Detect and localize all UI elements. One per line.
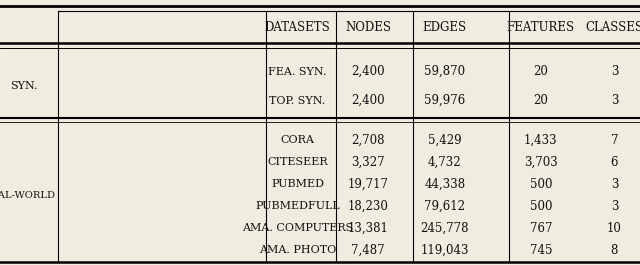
Text: 2,400: 2,400 — [351, 65, 385, 78]
Text: CORA: CORA — [281, 135, 314, 145]
Text: DATASETS: DATASETS — [265, 21, 330, 34]
Text: 500: 500 — [529, 178, 552, 191]
Text: 59,976: 59,976 — [424, 94, 465, 107]
Text: 13,381: 13,381 — [348, 222, 388, 235]
Text: 6: 6 — [611, 156, 618, 169]
Text: AMA. COMPUTERS: AMA. COMPUTERS — [242, 223, 353, 233]
Text: AMA. PHOTO: AMA. PHOTO — [259, 245, 336, 255]
Text: 1,433: 1,433 — [524, 134, 557, 147]
Text: 3: 3 — [611, 94, 618, 107]
Text: FEA. SYN.: FEA. SYN. — [268, 67, 327, 77]
Text: FEATURES: FEATURES — [507, 21, 575, 34]
Text: TOP. SYN.: TOP. SYN. — [269, 96, 326, 106]
Text: 3: 3 — [611, 65, 618, 78]
Text: 18,230: 18,230 — [348, 200, 388, 213]
Text: CITESEER: CITESEER — [268, 157, 328, 167]
Text: 44,338: 44,338 — [424, 178, 465, 191]
Text: 3: 3 — [611, 200, 618, 213]
Text: 4,732: 4,732 — [428, 156, 461, 169]
Text: 79,612: 79,612 — [424, 200, 465, 213]
Text: 3: 3 — [611, 178, 618, 191]
Text: 3,703: 3,703 — [524, 156, 557, 169]
Text: 7: 7 — [611, 134, 618, 147]
Text: 8: 8 — [611, 244, 618, 257]
Text: 5,429: 5,429 — [428, 134, 461, 147]
Text: 3,327: 3,327 — [351, 156, 385, 169]
Text: 20: 20 — [533, 65, 548, 78]
Text: 767: 767 — [529, 222, 552, 235]
Text: SYN.: SYN. — [11, 81, 38, 91]
Text: PUBMEDFULL: PUBMEDFULL — [255, 201, 340, 211]
Text: 7,487: 7,487 — [351, 244, 385, 257]
Text: 2,708: 2,708 — [351, 134, 385, 147]
Text: 20: 20 — [533, 94, 548, 107]
Text: 119,043: 119,043 — [420, 244, 469, 257]
Text: 19,717: 19,717 — [348, 178, 388, 191]
Text: CLASSES: CLASSES — [586, 21, 640, 34]
Text: 245,778: 245,778 — [420, 222, 469, 235]
Text: 2,400: 2,400 — [351, 94, 385, 107]
Text: REAL-WORLD: REAL-WORLD — [0, 191, 55, 200]
Text: EDGES: EDGES — [423, 21, 467, 34]
Text: 745: 745 — [529, 244, 552, 257]
Text: NODES: NODES — [345, 21, 391, 34]
Text: 59,870: 59,870 — [424, 65, 465, 78]
Text: 10: 10 — [607, 222, 622, 235]
Text: 500: 500 — [529, 200, 552, 213]
Text: PUBMED: PUBMED — [271, 179, 324, 189]
